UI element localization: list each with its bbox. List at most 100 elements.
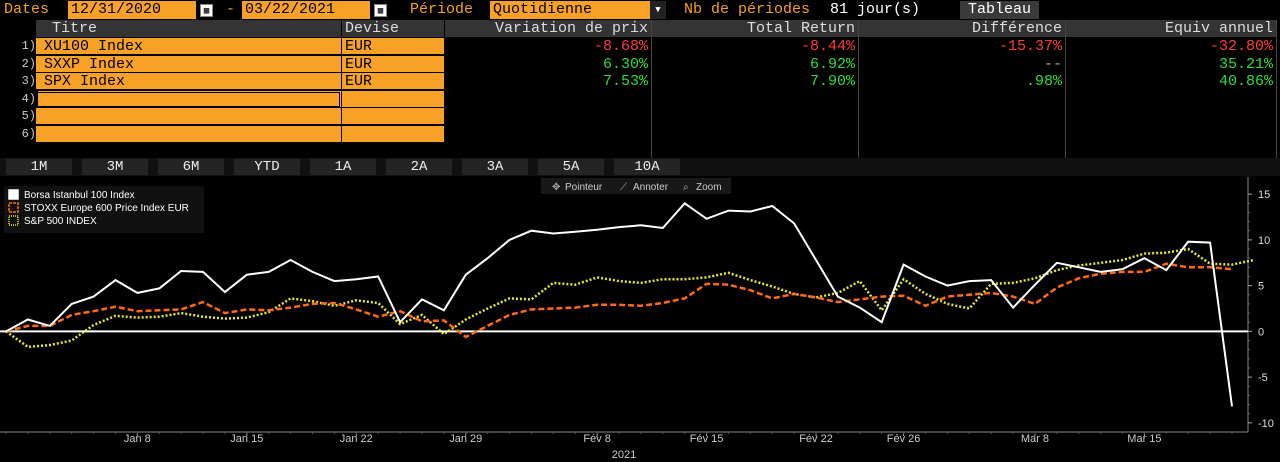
total-cell xyxy=(652,91,858,108)
equiv-cell xyxy=(1066,108,1276,125)
period-button-1m[interactable]: 1M xyxy=(6,159,72,175)
diff-cell xyxy=(859,91,1065,108)
x-tick-label: Jan 8 xyxy=(124,433,151,445)
period-button-6m[interactable]: 6M xyxy=(158,159,224,175)
diff-cell: -- xyxy=(1043,55,1062,73)
titre-cell[interactable] xyxy=(36,125,341,143)
period-button-5a[interactable]: 5A xyxy=(538,159,604,175)
series-line-2 xyxy=(5,247,1255,349)
zoom-icon[interactable]: ⌕ xyxy=(683,182,689,193)
header-total-return[interactable]: Total Return xyxy=(652,20,858,37)
date-dash: - xyxy=(226,1,236,18)
y-tick-label: 10 xyxy=(1258,235,1270,247)
series-line-0 xyxy=(5,201,1233,407)
titre-cell[interactable]: SXXP Index xyxy=(36,55,341,73)
devise-cell[interactable]: EUR xyxy=(342,38,444,55)
variation-cell: 7.53% xyxy=(602,73,648,90)
header-equiv-annuel[interactable]: Equiv annuel xyxy=(1066,20,1276,37)
titre-cell[interactable] xyxy=(36,90,341,108)
period-button-ytd[interactable]: YTD xyxy=(234,159,300,175)
pointer-icon[interactable]: ✥ xyxy=(552,182,560,193)
diff-cell: -15.37% xyxy=(998,38,1062,55)
x-tick-label: Jan 15 xyxy=(230,433,263,445)
y-tick-label: 5 xyxy=(1258,281,1264,293)
diff-cell xyxy=(859,126,1065,143)
y-tick-label: -10 xyxy=(1258,418,1274,430)
tableau-button[interactable]: Tableau xyxy=(960,1,1040,19)
row-number: 3) xyxy=(21,74,36,88)
period-button-10a[interactable]: 10A xyxy=(614,159,680,175)
end-calendar-icon[interactable]: ▦ xyxy=(374,4,387,17)
row-number: 2) xyxy=(21,56,36,71)
diff-cell xyxy=(859,108,1065,125)
equiv-cell: 35.21% xyxy=(1218,55,1273,73)
start-calendar-icon[interactable]: ▦ xyxy=(200,4,213,17)
legend-swatch-1 xyxy=(8,202,19,213)
titre-cell[interactable]: XU100 Index xyxy=(36,38,341,55)
variation-cell xyxy=(445,91,651,108)
total-cell xyxy=(652,126,858,143)
periode-label: Période xyxy=(410,1,474,18)
x-tick-label: Fév 22 xyxy=(799,433,833,445)
titre-cell[interactable]: SPX Index xyxy=(36,73,341,90)
devise-cell[interactable]: EUR xyxy=(342,55,444,73)
header-devise[interactable]: Devise xyxy=(342,20,444,37)
legend-entry[interactable]: STOXX Europe 600 Price Index EUR xyxy=(24,203,189,214)
x-axis-label: 2021 xyxy=(612,449,636,461)
legend-entry[interactable]: Borsa Istanbul 100 Index xyxy=(24,190,135,201)
equiv-cell xyxy=(1066,91,1276,108)
titre-cell[interactable] xyxy=(36,108,341,125)
start-date-field[interactable]: 12/31/2020 xyxy=(68,1,196,19)
legend-swatch-2 xyxy=(8,215,19,226)
total-cell: 7.90% xyxy=(809,73,855,90)
pointer-button[interactable]: Pointeur xyxy=(565,182,603,193)
variation-cell xyxy=(445,126,651,143)
x-tick-label: Jan 22 xyxy=(340,433,373,445)
diff-cell: .98% xyxy=(1025,73,1062,90)
x-tick-label: Fév 26 xyxy=(887,433,921,445)
period-button-3m[interactable]: 3M xyxy=(82,159,148,175)
periode-select[interactable]: Quotidienne xyxy=(490,1,650,19)
x-tick-label: Fév 8 xyxy=(583,433,611,445)
annotate-button[interactable]: Annoter xyxy=(633,182,669,193)
nb-periodes-value: 81 jour(s) xyxy=(830,1,921,18)
legend-entry[interactable]: S&P 500 INDEX xyxy=(24,216,97,227)
nb-periodes-label: Nb de périodes xyxy=(684,1,811,18)
x-tick-label: Mar 15 xyxy=(1127,433,1161,445)
devise-cell[interactable] xyxy=(342,125,444,143)
x-tick-label: Mar 8 xyxy=(1021,433,1049,445)
variation-cell xyxy=(445,108,651,125)
variation-cell: 6.30% xyxy=(602,55,648,73)
header-variation[interactable]: Variation de prix xyxy=(445,20,651,37)
end-date-field[interactable]: 03/22/2021 xyxy=(242,1,370,19)
annotate-icon[interactable]: ⟋ xyxy=(620,182,627,193)
period-button-3a[interactable]: 3A xyxy=(462,159,528,175)
devise-cell[interactable] xyxy=(342,90,444,108)
chart-toolbar: ✥ Pointeur ⟋ Annoter ⌕ Zoom xyxy=(541,178,731,194)
header-titre[interactable]: Titre xyxy=(36,20,341,37)
total-cell: 6.92% xyxy=(809,55,855,73)
devise-cell[interactable] xyxy=(342,108,444,125)
row-number: 4) xyxy=(21,91,36,106)
zoom-button[interactable]: Zoom xyxy=(696,182,722,193)
row-number: 6) xyxy=(21,126,36,141)
equiv-cell xyxy=(1066,126,1276,143)
date-range-bar: Dates 12/31/2020 ▦ - 03/22/2021 ▦ Périod… xyxy=(0,0,1280,20)
legend-swatch-0 xyxy=(8,189,19,200)
header-difference[interactable]: Différence xyxy=(859,20,1065,37)
securities-table: Titre Devise Variation de prix Total Ret… xyxy=(0,20,1280,158)
x-tick-label: Jan 29 xyxy=(449,433,482,445)
period-button-1a[interactable]: 1A xyxy=(310,159,376,175)
variation-cell: -8.68% xyxy=(593,38,648,55)
chevron-down-icon[interactable]: ▼ xyxy=(650,1,666,19)
y-tick-label: -5 xyxy=(1258,372,1268,384)
period-buttons: 1M 3M 6M YTD 1A 2A 3A 5A 10A xyxy=(0,158,1280,176)
equiv-cell: 40.86% xyxy=(1218,73,1273,90)
equiv-cell: -32.80% xyxy=(1209,38,1273,55)
total-cell xyxy=(652,108,858,125)
row-number: 5) xyxy=(21,109,36,123)
devise-cell[interactable]: EUR xyxy=(342,73,444,90)
series-line-1 xyxy=(5,262,1233,339)
period-button-2a[interactable]: 2A xyxy=(386,159,452,175)
price-chart[interactable]: 15 10 5 0 -5 -10 Jan 8 Jan 15 Jan 22 Jan 29 Fév 8 F… xyxy=(0,177,1280,462)
